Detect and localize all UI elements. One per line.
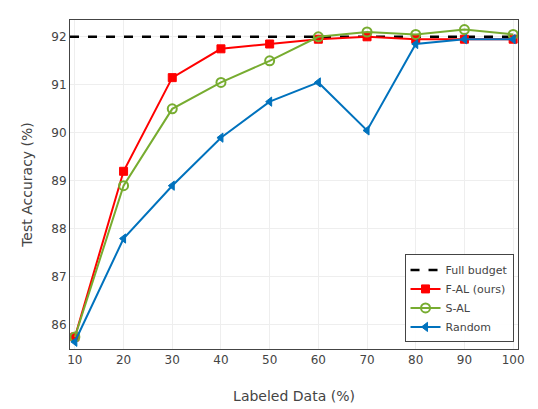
svg-text:60: 60 bbox=[311, 353, 326, 367]
svg-text:Random: Random bbox=[446, 321, 492, 334]
svg-text:89: 89 bbox=[51, 174, 66, 188]
svg-text:87: 87 bbox=[51, 270, 66, 284]
svg-text:70: 70 bbox=[359, 353, 374, 367]
svg-text:88: 88 bbox=[51, 222, 66, 236]
svg-text:100: 100 bbox=[502, 353, 525, 367]
svg-text:90: 90 bbox=[51, 126, 66, 140]
svg-text:86: 86 bbox=[51, 318, 66, 332]
svg-text:20: 20 bbox=[116, 353, 131, 367]
svg-text:92: 92 bbox=[51, 30, 66, 44]
svg-text:Labeled Data (%): Labeled Data (%) bbox=[233, 388, 355, 404]
svg-text:10: 10 bbox=[67, 353, 82, 367]
svg-text:Full budget: Full budget bbox=[446, 264, 508, 277]
svg-text:S-AL: S-AL bbox=[446, 302, 471, 315]
svg-text:40: 40 bbox=[213, 353, 228, 367]
svg-text:30: 30 bbox=[165, 353, 180, 367]
svg-text:50: 50 bbox=[262, 353, 277, 367]
svg-text:F-AL (ours): F-AL (ours) bbox=[446, 283, 506, 296]
svg-text:80: 80 bbox=[408, 353, 423, 367]
svg-text:90: 90 bbox=[457, 353, 472, 367]
svg-text:91: 91 bbox=[51, 78, 66, 92]
svg-text:Test Accuracy (%): Test Accuracy (%) bbox=[19, 122, 35, 248]
